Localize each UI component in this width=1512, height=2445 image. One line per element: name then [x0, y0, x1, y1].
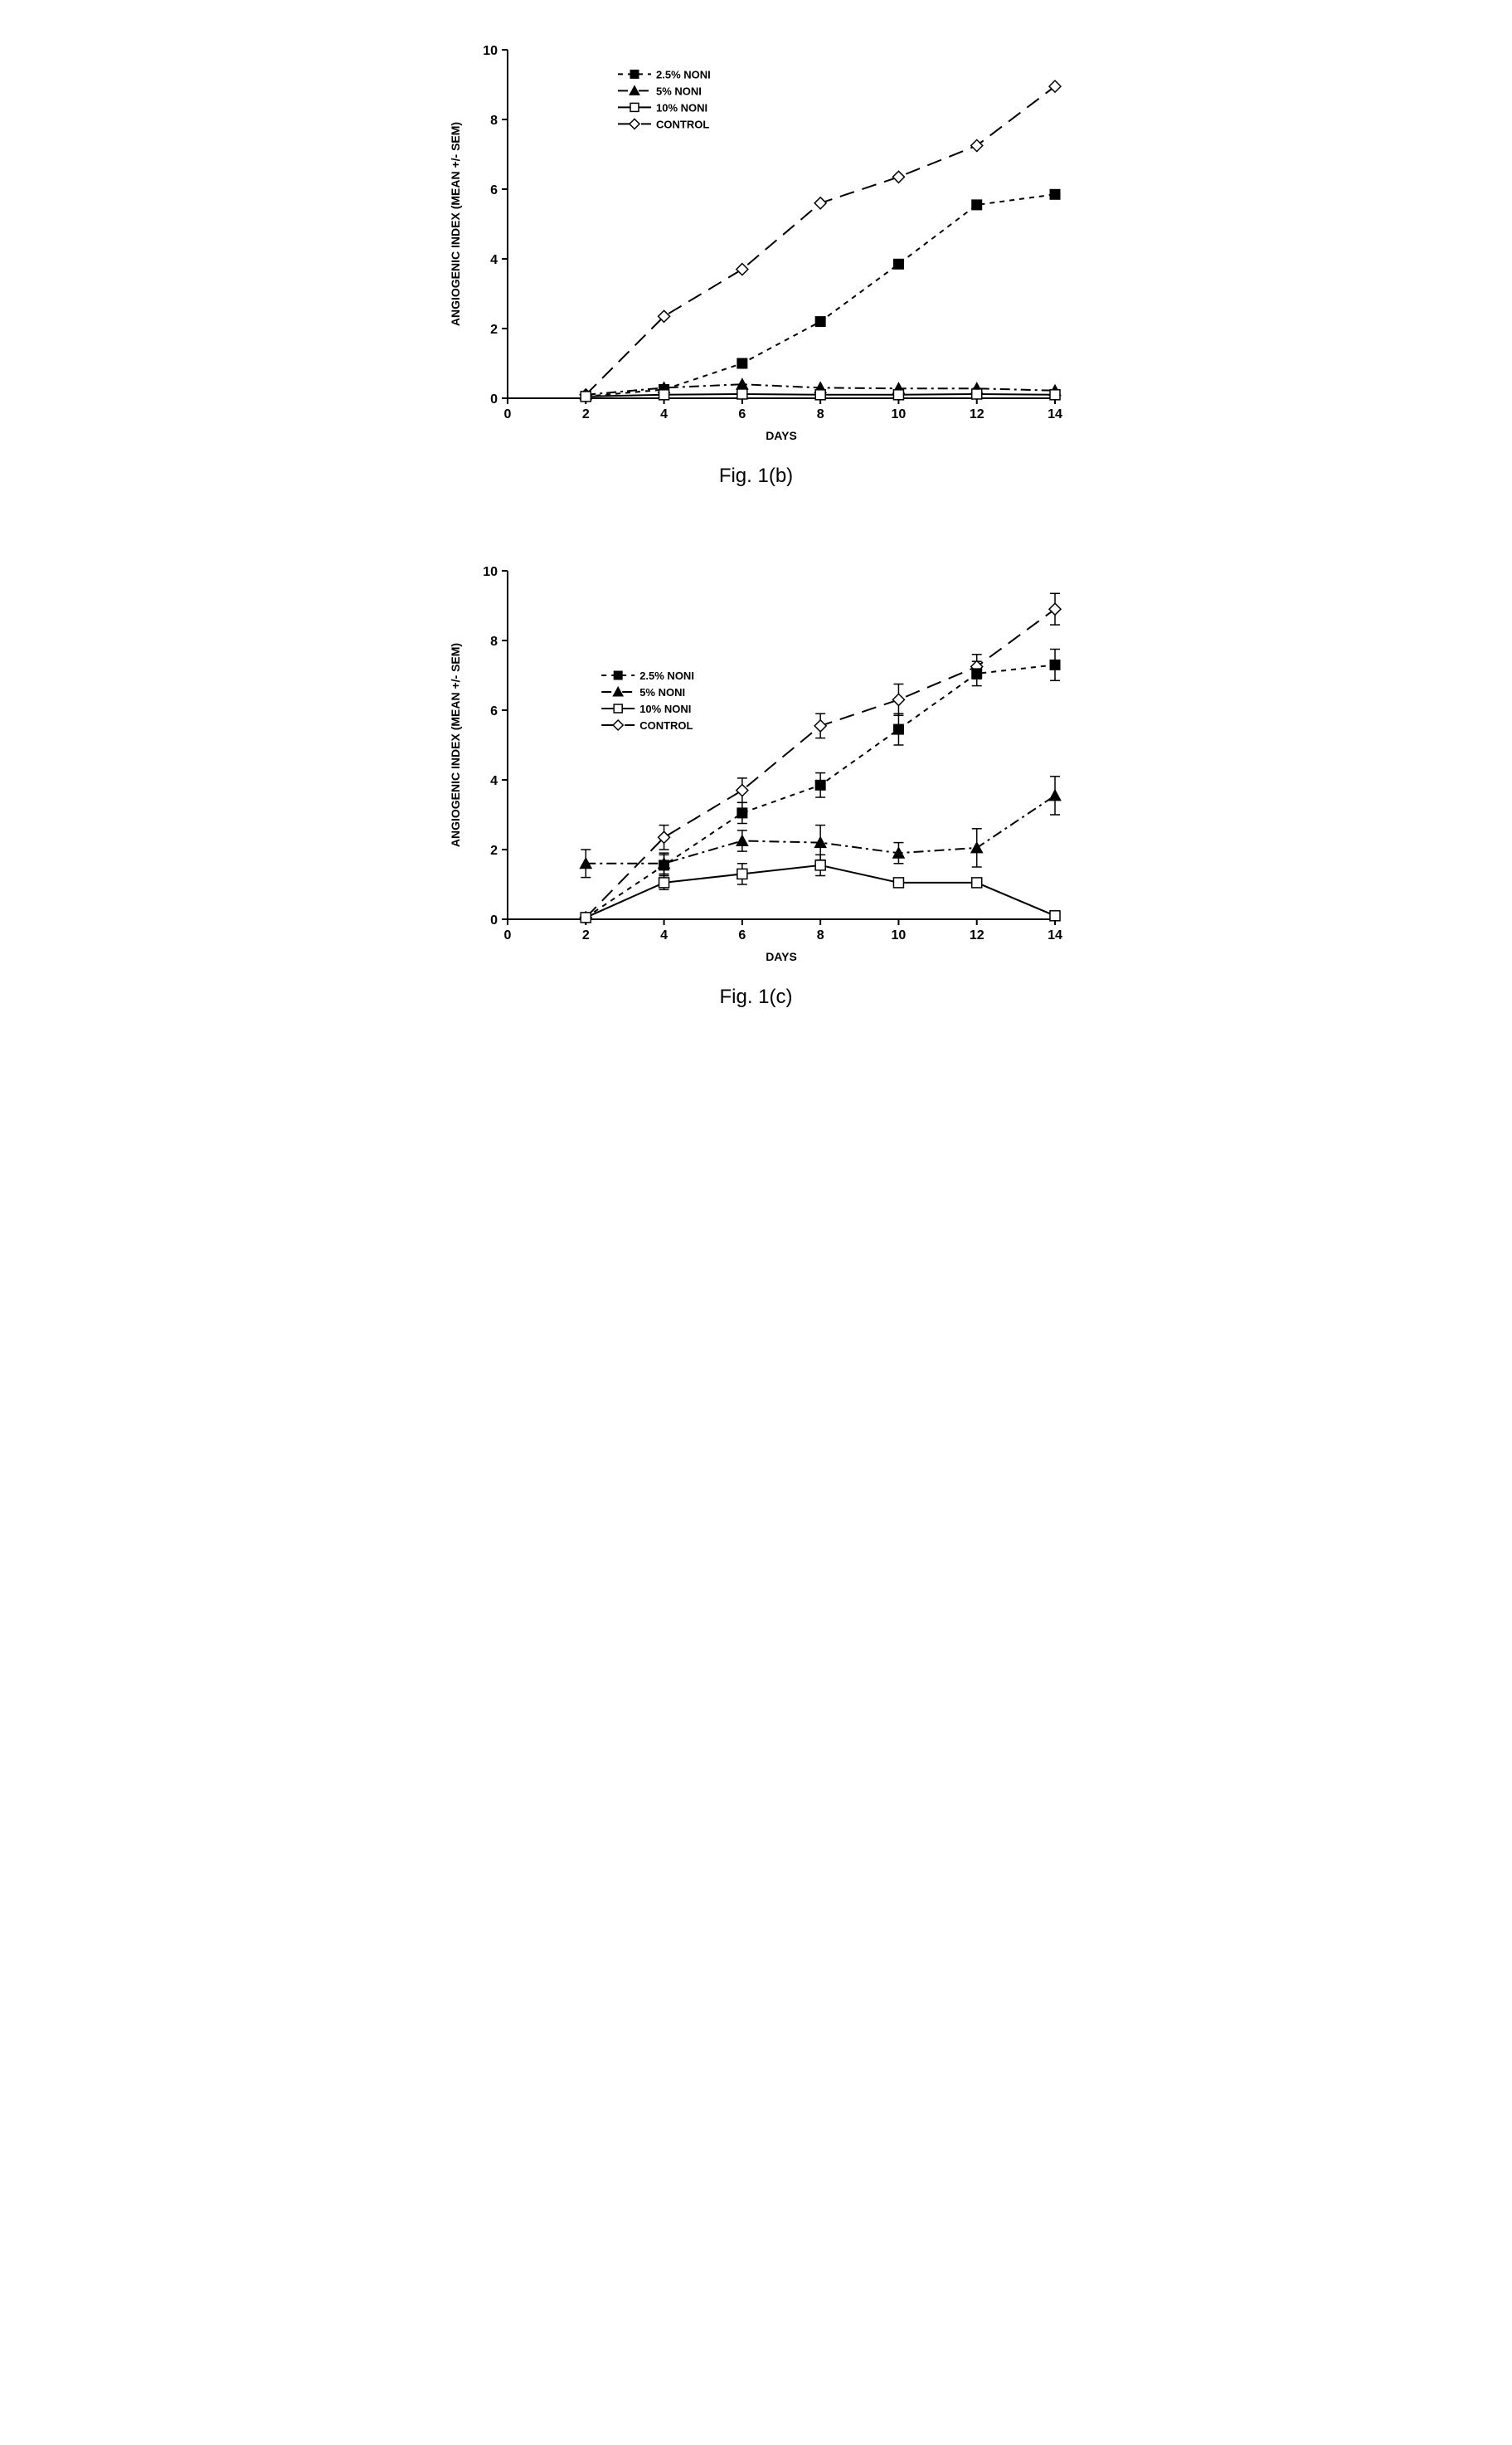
chart-1c: 0 2 4 6 8 10 0 2 4 6 8 10 12 14 DAYS ANGIOGENIC INDEX (…: [441, 554, 1072, 969]
svg-text:4: 4: [660, 407, 668, 421]
figure-1c-container: 0 2 4 6 8 10 0 2 4 6 8 10 12 14 DAYS ANGIOGENIC INDEX (…: [383, 554, 1130, 1009]
caption-1b: Fig. 1(b): [383, 465, 1130, 488]
svg-text:ANGIOGENIC INDEX (MEAN +/- SEM: ANGIOGENIC INDEX (MEAN +/- SEM): [449, 643, 462, 847]
svg-text:CONTROL: CONTROL: [656, 118, 709, 130]
svg-text:10: 10: [891, 407, 906, 421]
svg-text:10: 10: [483, 565, 498, 579]
svg-text:2: 2: [490, 323, 498, 337]
svg-text:DAYS: DAYS: [766, 950, 797, 963]
svg-text:6: 6: [738, 407, 746, 421]
svg-text:DAYS: DAYS: [766, 429, 797, 442]
svg-text:6: 6: [490, 183, 498, 197]
svg-text:8: 8: [490, 635, 498, 649]
svg-text:4: 4: [490, 253, 498, 267]
svg-text:10: 10: [483, 44, 498, 58]
svg-text:2.5% NONI: 2.5% NONI: [656, 68, 711, 80]
svg-text:12: 12: [969, 407, 984, 421]
chart-1c-svg: 0 2 4 6 8 10 0 2 4 6 8 10 12 14 DAYS ANGIOGENIC INDEX (…: [441, 554, 1072, 969]
svg-text:0: 0: [503, 407, 511, 421]
svg-text:CONTROL: CONTROL: [639, 719, 693, 732]
svg-text:4: 4: [660, 928, 668, 942]
svg-text:2: 2: [581, 407, 589, 421]
svg-text:6: 6: [738, 928, 746, 942]
figure-1b-container: 0 2 4 6 8 10 0 2 4 6 8 10 12 14 DAYS ANGIOGENIC INDEX (…: [383, 33, 1130, 488]
svg-text:4: 4: [490, 774, 498, 788]
svg-text:8: 8: [816, 928, 824, 942]
svg-text:14: 14: [1048, 928, 1062, 942]
svg-text:12: 12: [969, 928, 984, 942]
svg-text:10: 10: [891, 928, 906, 942]
svg-text:0: 0: [503, 928, 511, 942]
chart-1b: 0 2 4 6 8 10 0 2 4 6 8 10 12 14 DAYS ANGIOGENIC INDEX (…: [441, 33, 1072, 448]
svg-text:6: 6: [490, 704, 498, 718]
svg-text:8: 8: [816, 407, 824, 421]
svg-text:0: 0: [490, 392, 498, 407]
svg-text:10% NONI: 10% NONI: [656, 101, 707, 114]
svg-text:ANGIOGENIC INDEX (MEAN +/- SEM: ANGIOGENIC INDEX (MEAN +/- SEM): [449, 122, 462, 326]
svg-text:5% NONI: 5% NONI: [656, 85, 702, 97]
svg-text:10% NONI: 10% NONI: [639, 703, 691, 715]
svg-text:8: 8: [490, 114, 498, 128]
caption-1c: Fig. 1(c): [383, 986, 1130, 1009]
svg-text:5% NONI: 5% NONI: [639, 686, 685, 699]
svg-text:2: 2: [490, 844, 498, 858]
svg-text:0: 0: [490, 913, 498, 928]
svg-text:14: 14: [1048, 407, 1062, 421]
svg-text:2: 2: [581, 928, 589, 942]
chart-1b-svg: 0 2 4 6 8 10 0 2 4 6 8 10 12 14 DAYS ANGIOGENIC INDEX (…: [441, 33, 1072, 448]
svg-text:2.5% NONI: 2.5% NONI: [639, 670, 694, 682]
